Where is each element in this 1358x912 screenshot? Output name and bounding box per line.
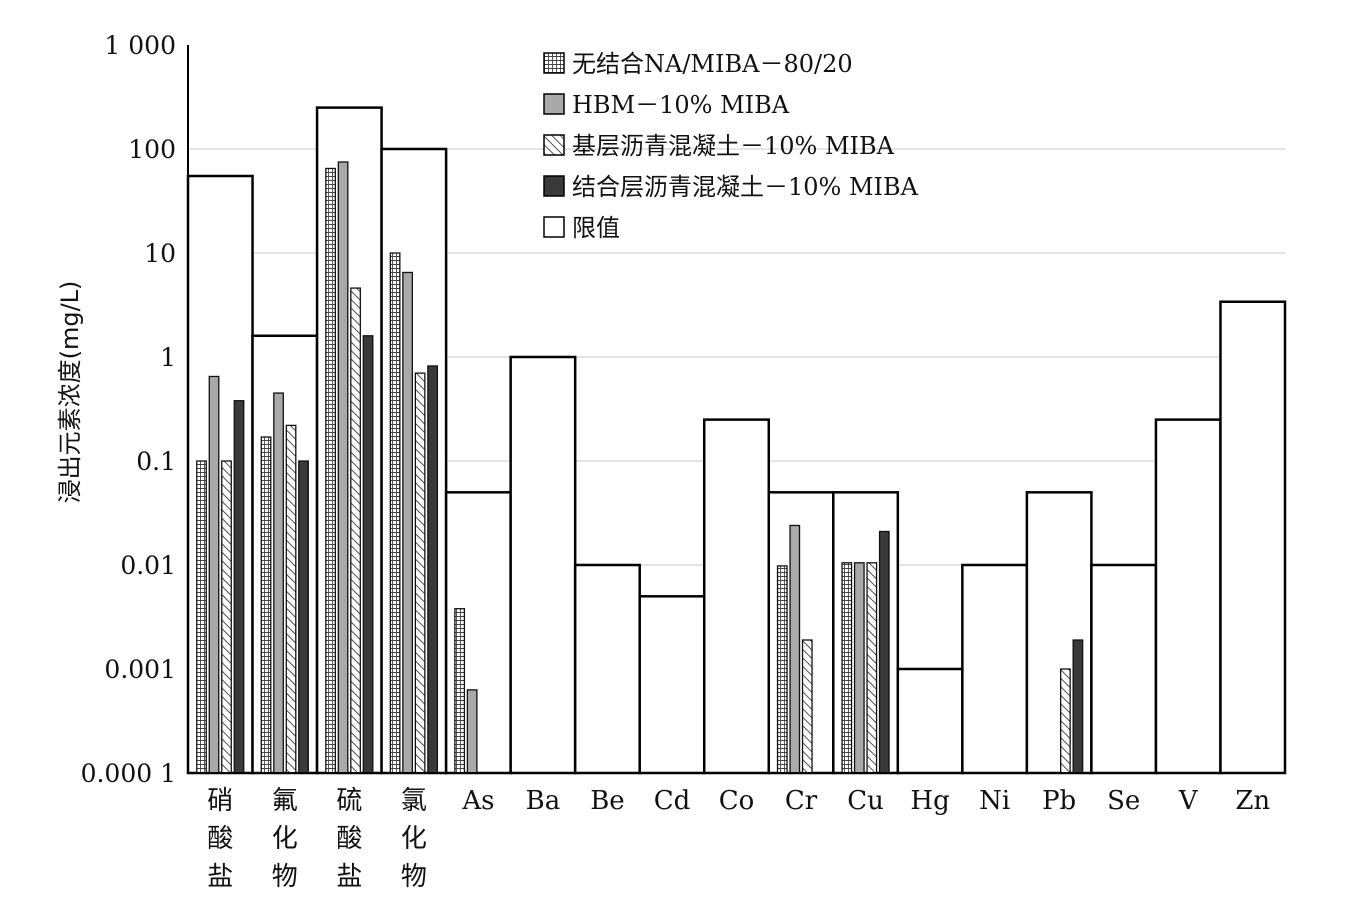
y-tick-label: 1 000 (104, 31, 176, 60)
y-tick-label: 10 (144, 239, 176, 268)
category-label: Se (1107, 786, 1140, 816)
category-label: 氟化物 (272, 786, 298, 892)
legend-label: 限值 (572, 214, 620, 242)
bar-series1-cat5 (454, 608, 466, 774)
bar-limit-17 (1219, 300, 1287, 775)
bar-series4-cat1 (233, 400, 245, 774)
bar-series2-cat3 (337, 161, 349, 774)
category-label: Cu (847, 786, 884, 816)
y-tick-label: 0.01 (120, 551, 176, 580)
y-tick-label: 0.001 (104, 655, 176, 684)
y-tick-label: 0.000 1 (81, 759, 176, 788)
bar-series2-cat2 (273, 392, 284, 774)
bar-series4-cat3 (362, 335, 374, 774)
bar-series4-cat2 (298, 460, 309, 774)
category-label: Ba (526, 786, 561, 816)
bar-series4-cat11 (878, 530, 890, 774)
category-label: Co (719, 786, 755, 816)
bar-series4-cat4 (427, 365, 439, 774)
bar-limit-13 (961, 563, 1029, 775)
y-tick-label: 100 (128, 135, 176, 164)
bar-series1-cat4 (389, 252, 401, 774)
bar-series2-cat4 (402, 271, 414, 774)
y-axis-title: 浸出元素浓度(mg/L) (56, 281, 84, 504)
category-label: 氯化物 (401, 786, 427, 892)
legend: 无结合NA/MIBA－80/20 HBM－10% MIBA 基层沥青混凝土－10% … (543, 50, 919, 242)
bar-limit-6 (509, 355, 577, 775)
bar-series3-cat4 (414, 372, 426, 774)
bar-series1-cat3 (325, 167, 336, 774)
category-label: As (461, 786, 494, 816)
y-tick-label: 0.1 (136, 447, 176, 476)
bar-series1-cat11 (841, 562, 853, 774)
bars (186, 106, 1287, 775)
bar-series2-cat11 (853, 562, 865, 774)
category-label: Be (590, 786, 625, 816)
category-label: Cd (654, 786, 691, 816)
category-label: Pb (1042, 786, 1076, 816)
bar-series1-cat10 (776, 565, 788, 774)
bar-limit-7 (573, 563, 641, 775)
y-tick-label: 1 (160, 343, 176, 372)
legend-label: HBM－10% MIBA (572, 91, 790, 119)
category-label: 硫酸盐 (336, 786, 362, 892)
category-label: Cr (785, 786, 818, 816)
bar-limit-16 (1154, 418, 1222, 775)
category-label: Zn (1235, 786, 1270, 816)
bar-series2-cat5 (466, 689, 478, 774)
bar-limit-12 (896, 667, 964, 775)
legend-swatch (543, 93, 565, 115)
category-label: V (1178, 786, 1199, 816)
category-label: 硝酸盐 (207, 786, 233, 892)
legend-swatch (543, 52, 565, 74)
bar-series2-cat10 (789, 524, 801, 774)
y-tick-labels: 1 000 100 10 1 0.1 0.01 0.001 0.000 1 (81, 31, 176, 788)
bar-limit-9 (702, 418, 771, 775)
bar-series3-cat14 (1059, 668, 1071, 774)
legend-label: 结合层沥青混凝土－10% MIBA (572, 173, 919, 201)
bar-limit-8 (638, 595, 706, 775)
axes (187, 45, 1285, 774)
bar-series3-cat3 (350, 287, 361, 774)
bar-series3-cat11 (866, 562, 878, 774)
bar-series3-cat1 (221, 460, 232, 774)
bar-series1-cat2 (260, 436, 272, 774)
category-label: Hg (910, 786, 949, 816)
legend-label: 无结合NA/MIBA－80/20 (572, 50, 853, 78)
category-label: Ni (979, 786, 1010, 816)
bar-limit-15 (1090, 563, 1158, 775)
legend-swatch (543, 175, 565, 197)
legend-swatch (543, 134, 565, 156)
category-labels: 硝酸盐 氟化物 硫酸盐 氯化物 As Ba Be Cd Co Cr Cu Hg Ni Pb Se V Zn (207, 786, 1270, 892)
legend-swatch (543, 216, 565, 238)
bar-series3-cat10 (801, 639, 813, 774)
bar-series1-cat1 (196, 460, 207, 774)
bar-series4-cat14 (1072, 639, 1084, 774)
bar-series2-cat1 (208, 375, 220, 774)
bar-series3-cat2 (285, 424, 297, 774)
legend-label: 基层沥青混凝土－10% MIBA (572, 132, 895, 160)
